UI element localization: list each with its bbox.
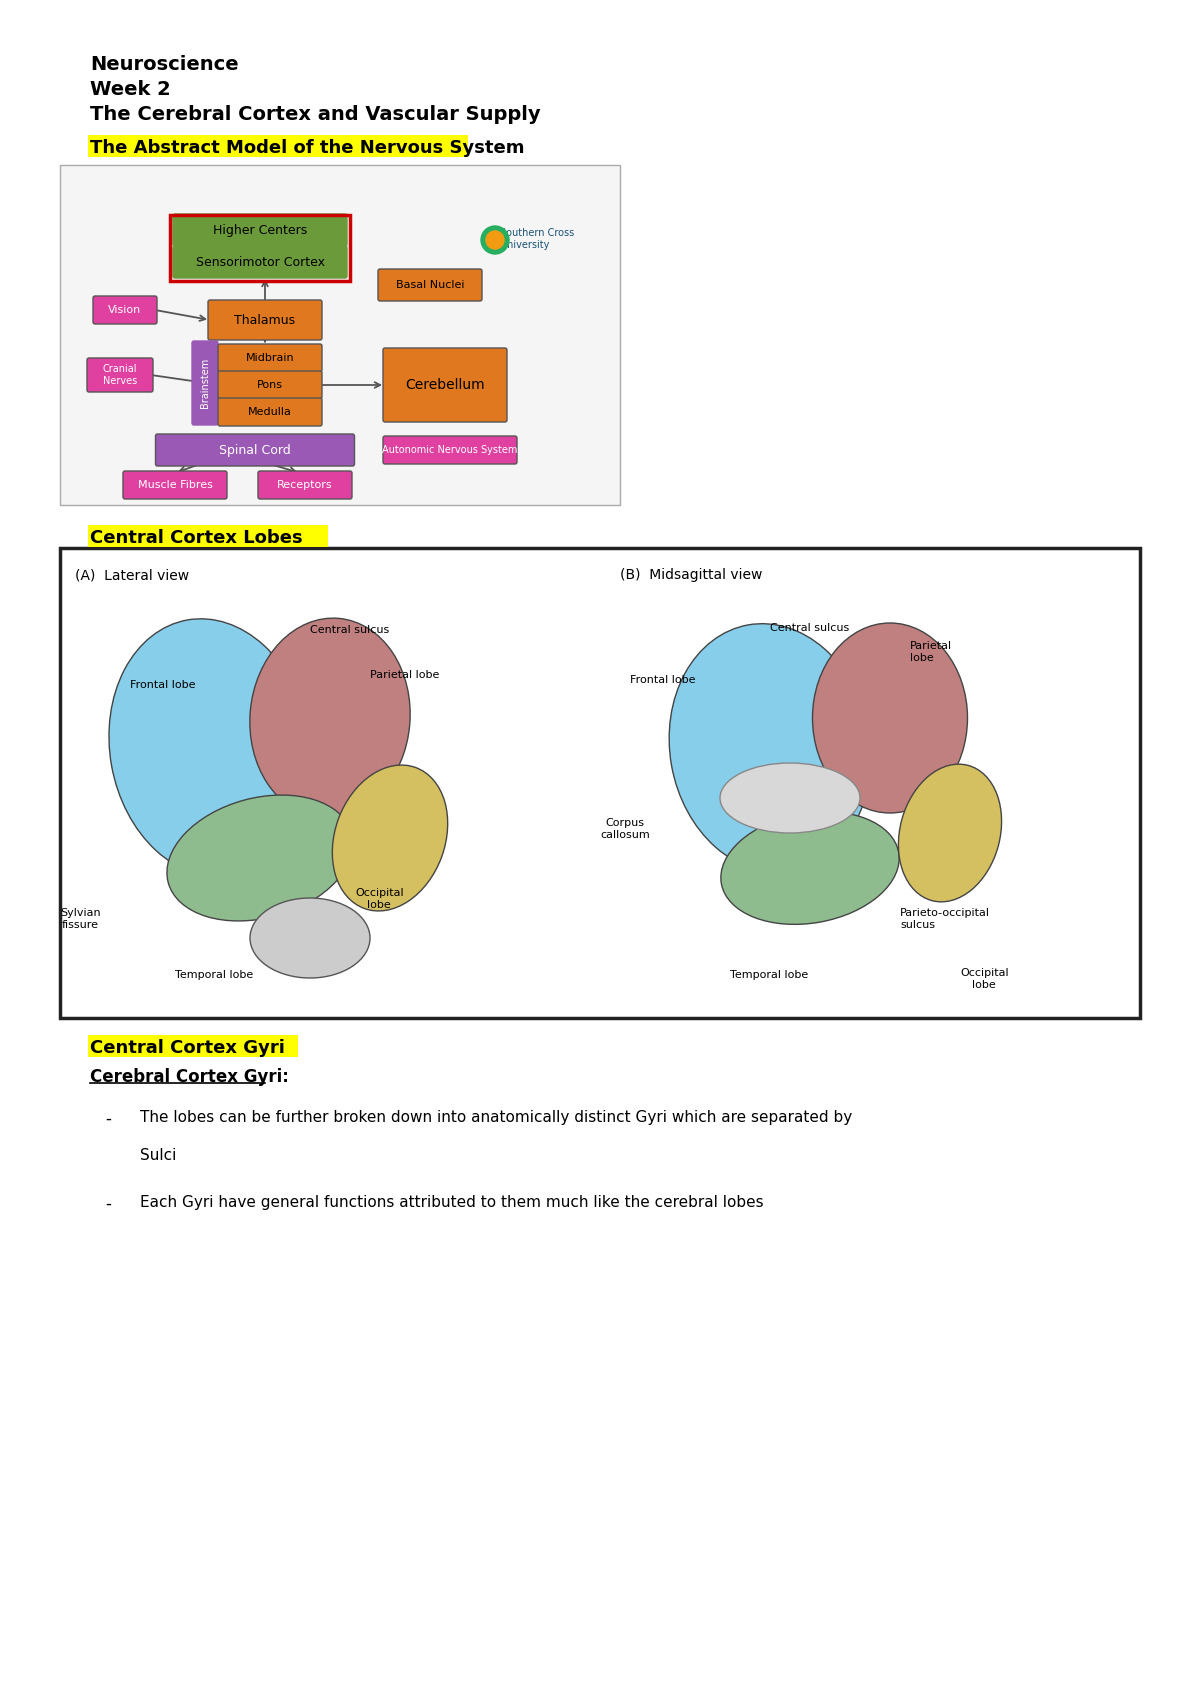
Text: Spinal Cord: Spinal Cord [220,443,290,457]
Text: Occipital
lobe: Occipital lobe [355,888,403,910]
Text: Corpus
callosum: Corpus callosum [600,818,649,841]
Text: -: - [106,1110,110,1127]
FancyBboxPatch shape [192,341,218,424]
Text: Cerebral Cortex Gyri:: Cerebral Cortex Gyri: [90,1068,289,1087]
FancyBboxPatch shape [258,470,352,499]
FancyBboxPatch shape [94,295,157,324]
FancyBboxPatch shape [156,435,354,465]
Circle shape [486,231,504,250]
FancyBboxPatch shape [124,470,227,499]
Text: Parieto-occipital
sulcus: Parieto-occipital sulcus [900,908,990,931]
FancyBboxPatch shape [383,348,508,423]
FancyBboxPatch shape [218,345,322,372]
Text: Receptors: Receptors [277,481,332,491]
Text: Sylvian
fissure: Sylvian fissure [60,908,101,931]
Circle shape [481,226,509,255]
Text: Central Cortex Lobes: Central Cortex Lobes [90,530,302,547]
Text: (A)  Lateral view: (A) Lateral view [74,569,190,582]
Text: Vision: Vision [108,306,142,316]
Text: Autonomic Nervous System: Autonomic Nervous System [383,445,517,455]
Bar [88,136,468,156]
Bar [88,525,328,547]
Ellipse shape [332,766,448,910]
Text: Occipital
lobe: Occipital lobe [960,968,1009,990]
Text: Midbrain: Midbrain [246,353,294,363]
Bar [60,165,620,504]
FancyBboxPatch shape [378,268,482,301]
Ellipse shape [720,762,860,834]
FancyBboxPatch shape [208,301,322,340]
Text: Central Cortex Gyri: Central Cortex Gyri [90,1039,284,1056]
FancyBboxPatch shape [173,214,347,246]
Text: Temporal lobe: Temporal lobe [730,970,809,980]
FancyBboxPatch shape [383,436,517,464]
Text: Week 2: Week 2 [90,80,170,98]
Ellipse shape [109,618,311,878]
Text: Thalamus: Thalamus [234,314,295,326]
Text: Frontal lobe: Frontal lobe [630,676,696,684]
Bar [88,1036,298,1056]
FancyBboxPatch shape [173,246,347,278]
Text: -: - [106,1195,110,1212]
Text: Parietal lobe: Parietal lobe [370,671,439,679]
Text: Cranial
Nerves: Cranial Nerves [103,363,137,385]
Text: (B)  Midsagittal view: (B) Midsagittal view [620,569,762,582]
Text: Cerebellum: Cerebellum [406,379,485,392]
Text: Central sulcus: Central sulcus [310,625,389,635]
Text: Pons: Pons [257,380,283,391]
Ellipse shape [812,623,967,813]
Text: Basal Nuclei: Basal Nuclei [396,280,464,290]
FancyBboxPatch shape [218,397,322,426]
Text: Muscle Fibres: Muscle Fibres [138,481,212,491]
Text: Higher Centers: Higher Centers [212,224,307,236]
Ellipse shape [670,623,871,873]
Text: The Abstract Model of the Nervous System: The Abstract Model of the Nervous System [90,139,524,156]
Text: Sulci: Sulci [140,1148,176,1163]
Text: Frontal lobe: Frontal lobe [130,679,196,689]
Ellipse shape [250,898,370,978]
Text: Parietal
lobe: Parietal lobe [910,642,952,662]
Text: Sensorimotor Cortex: Sensorimotor Cortex [196,255,324,268]
FancyBboxPatch shape [218,370,322,399]
Ellipse shape [721,812,899,924]
Text: Brainstem: Brainstem [200,358,210,408]
Text: Southern Cross
University: Southern Cross University [500,228,575,250]
Text: The Cerebral Cortex and Vascular Supply: The Cerebral Cortex and Vascular Supply [90,105,541,124]
Text: Each Gyri have general functions attributed to them much like the cerebral lobes: Each Gyri have general functions attribu… [140,1195,763,1211]
FancyBboxPatch shape [88,358,154,392]
Text: The lobes can be further broken down into anatomically distinct Gyri which are s: The lobes can be further broken down int… [140,1110,852,1126]
Ellipse shape [899,764,1002,902]
Text: Medulla: Medulla [248,408,292,418]
Ellipse shape [167,795,353,920]
Ellipse shape [250,618,410,818]
Text: Neuroscience: Neuroscience [90,54,239,75]
Text: Central sulcus: Central sulcus [770,623,850,633]
Text: Temporal lobe: Temporal lobe [175,970,253,980]
Bar [60,548,1140,1019]
Bar [170,216,350,280]
